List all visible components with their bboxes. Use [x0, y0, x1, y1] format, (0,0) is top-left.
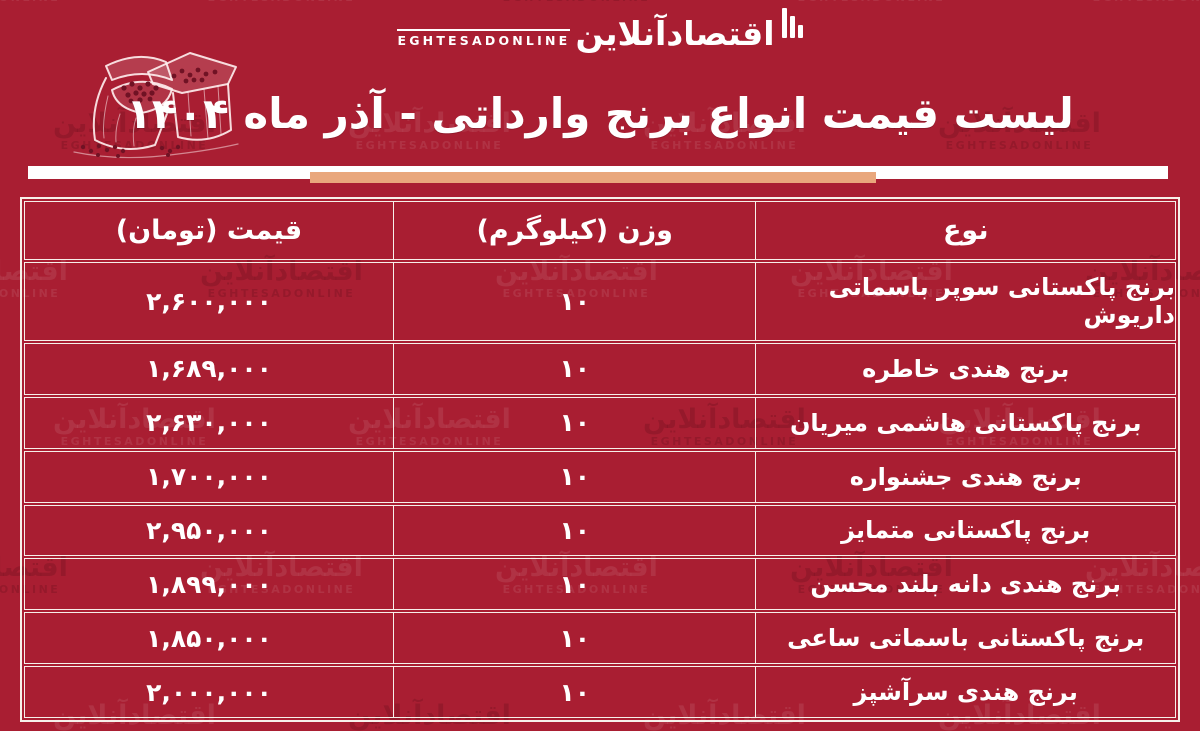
cell-type: برنج پاکستانی هاشمی میریان [789, 408, 1142, 437]
cell-weight: ۱۰ [393, 505, 757, 556]
cell-type: برنج پاکستانی باسماتی ساعی [787, 624, 1145, 653]
cell-weight: ۱۰ [393, 263, 757, 340]
cell-price: ۱,۷۰۰,۰۰۰ [146, 462, 272, 492]
cell-type: برنج هندی سرآشپز [853, 678, 1078, 707]
cell-weight: ۱۰ [393, 343, 757, 394]
cell-type: برنج پاکستانی متمایز [841, 516, 1091, 545]
cell-price: ۱,۸۵۰,۰۰۰ [146, 623, 272, 653]
rice-sack-icon [73, 52, 239, 159]
cell-type: برنج هندی دانه بلند محسن [810, 570, 1122, 599]
cell-weight: ۱۰ [393, 451, 757, 502]
table-row: برنج پاکستانی هاشمی میریان ۱۰ ۲,۶۳۰,۰۰۰ [24, 396, 1176, 449]
column-header-type: نوع [942, 215, 989, 246]
table-row: برنج پاکستانی باسماتی ساعی ۱۰ ۱,۸۵۰,۰۰۰ [24, 612, 1176, 665]
cell-weight: ۱۰ [393, 559, 757, 610]
cell-type: برنج هندی جشنواره [849, 462, 1082, 491]
rice-grains [80, 67, 218, 158]
cell-price: ۲,۹۵۰,۰۰۰ [146, 515, 272, 545]
logo-bars-icon [781, 8, 803, 52]
table-header-row: نوع وزن (کیلوگرم) قیمت (تومان) [24, 201, 1176, 260]
table-row: برنج هندی جشنواره ۱۰ ۱,۷۰۰,۰۰۰ [24, 450, 1176, 503]
cell-weight: ۱۰ [393, 667, 757, 717]
table-row: برنج هندی دانه بلند محسن ۱۰ ۱,۸۹۹,۰۰۰ [24, 558, 1176, 611]
cell-type: برنج پاکستانی سوپر باسماتی داریوش [828, 273, 1175, 330]
logo-persian-text: اقتصادآنلاین [575, 14, 775, 54]
page-title: لیست قیمت انواع برنج وارداتی - آذر ماه ۱… [126, 89, 1074, 138]
cell-price: ۱,۸۹۹,۰۰۰ [146, 569, 272, 599]
column-header-price: قیمت (تومان) [115, 215, 303, 246]
table-row: برنج پاکستانی متمایز ۱۰ ۲,۹۵۰,۰۰۰ [24, 504, 1176, 557]
title-underline-accent [310, 172, 876, 183]
cell-price: ۲,۶۳۰,۰۰۰ [146, 408, 272, 438]
table-row: برنج هندی سرآشپز ۱۰ ۲,۰۰۰,۰۰۰ [24, 666, 1176, 718]
table-row: برنج پاکستانی سوپر باسماتی داریوش ۱۰ ۲,۶… [24, 262, 1176, 341]
table-row: برنج هندی خاطره ۱۰ ۱,۶۸۹,۰۰۰ [24, 342, 1176, 395]
site-logo: اقتصادآنلاین EGHTESADONLINE [0, 8, 1200, 52]
cell-type: برنج هندی خاطره [862, 354, 1070, 383]
cell-price: ۱,۶۸۹,۰۰۰ [146, 354, 272, 384]
logo-latin-text: EGHTESADONLINE [397, 29, 571, 49]
column-header-weight: وزن (کیلوگرم) [393, 202, 757, 259]
title-underline [28, 166, 1168, 183]
price-table: نوع وزن (کیلوگرم) قیمت (تومان) برنج پاکس… [20, 197, 1180, 722]
cell-weight: ۱۰ [393, 613, 757, 664]
cell-weight: ۱۰ [393, 397, 757, 448]
cell-price: ۲,۶۰۰,۰۰۰ [146, 286, 272, 316]
cell-price: ۲,۰۰۰,۰۰۰ [146, 677, 272, 707]
